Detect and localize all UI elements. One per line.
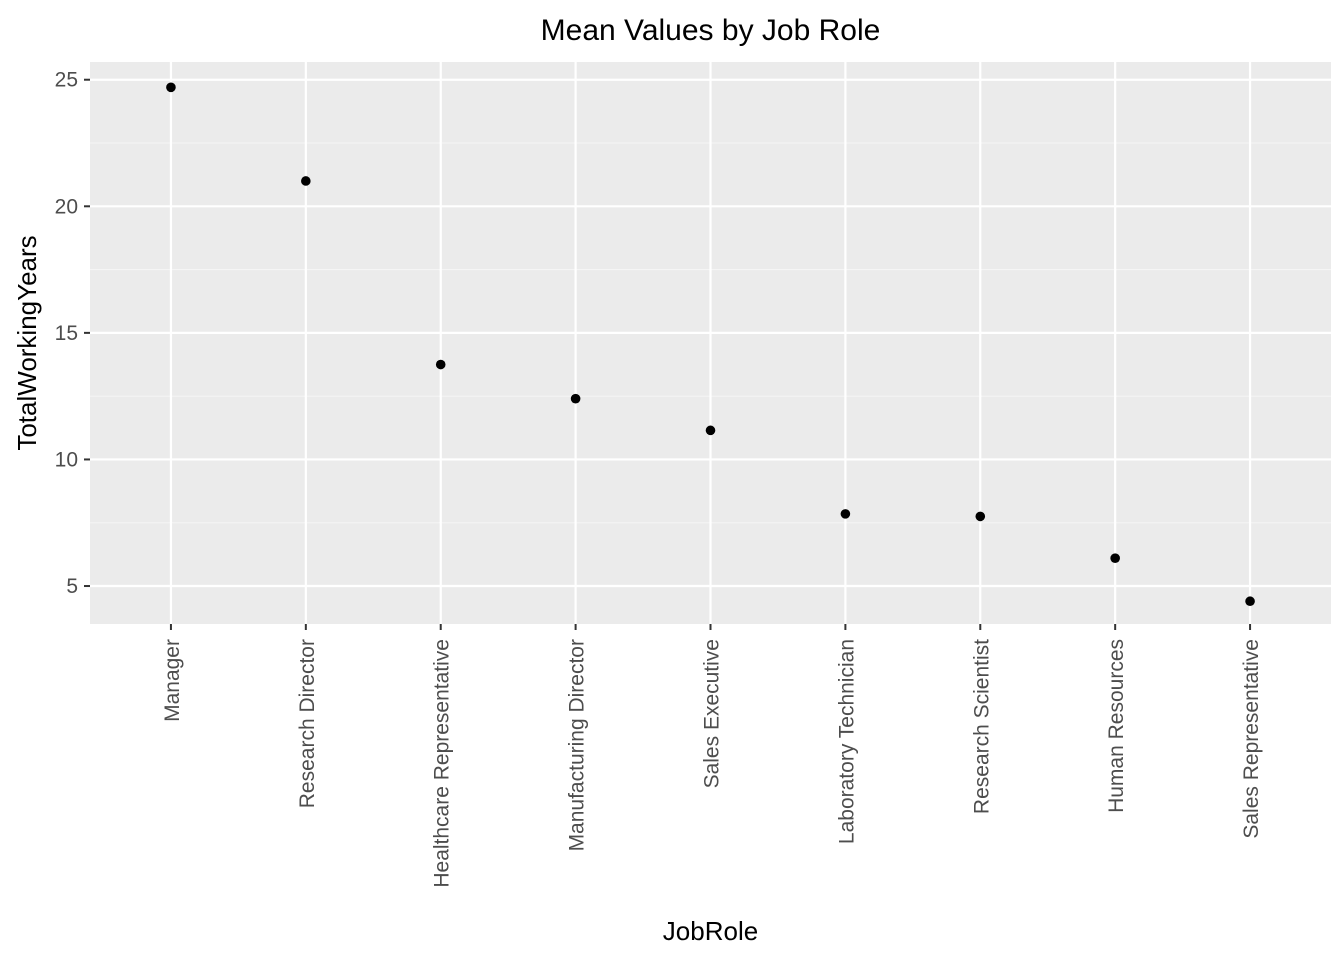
data-point bbox=[570, 393, 581, 404]
data-point bbox=[166, 82, 176, 93]
x-tick-label: Sales Representative bbox=[1240, 639, 1263, 839]
x-tick-label: Research Scientist bbox=[970, 639, 993, 814]
x-axis: Manager Research Director Healthcare Repre… bbox=[161, 624, 1263, 888]
data-point bbox=[435, 359, 446, 370]
y-axis: 5 10 15 20 25 bbox=[55, 69, 90, 598]
x-tick-label: Healthcare Representative bbox=[431, 639, 454, 888]
data-point bbox=[705, 425, 716, 436]
x-tick-label: Human Resources bbox=[1105, 639, 1128, 813]
chart-title: Mean Values by Job Role bbox=[541, 14, 881, 47]
major-grid bbox=[90, 62, 1331, 624]
x-tick-label: Manufacturing Director bbox=[566, 639, 589, 851]
x-tick-label: Sales Executive bbox=[701, 639, 724, 788]
x-tick-label: Manager bbox=[161, 639, 184, 722]
data-point bbox=[301, 176, 311, 186]
y-tick-label: 10 bbox=[55, 448, 78, 471]
data-point bbox=[1110, 553, 1120, 563]
x-tick-label: Laboratory Technician bbox=[835, 639, 858, 844]
y-tick-label: 25 bbox=[55, 69, 78, 92]
x-axis-title: JobRole bbox=[663, 916, 758, 946]
y-axis-title: TotalWorkingYears bbox=[12, 235, 42, 450]
data-points bbox=[166, 82, 1255, 607]
y-tick-label: 5 bbox=[66, 575, 78, 598]
y-tick-label: 20 bbox=[55, 195, 78, 218]
x-tick-label: Research Director bbox=[296, 639, 319, 808]
y-tick-label: 15 bbox=[55, 322, 78, 345]
data-point bbox=[840, 509, 851, 519]
data-point bbox=[975, 511, 986, 522]
data-point bbox=[1245, 596, 1255, 607]
